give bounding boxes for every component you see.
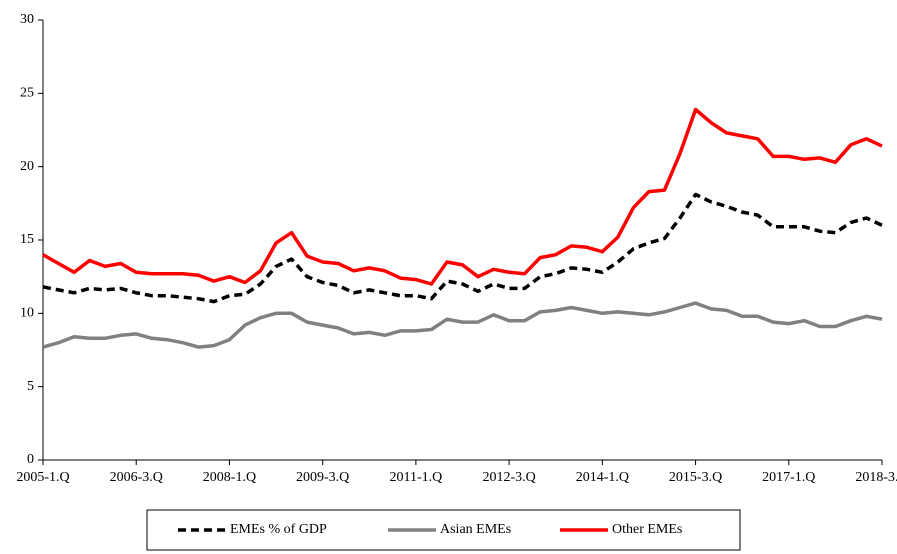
x-tick-label: 2017-1.Q (762, 470, 815, 485)
legend-box (146, 509, 741, 551)
x-tick-label: 2006-3.Q (110, 470, 163, 485)
x-tick-label: 2018-3.Q (855, 470, 897, 485)
y-tick-label: 15 (20, 232, 34, 247)
y-tick-label: 20 (20, 159, 34, 174)
legend-label: EMEs % of GDP (230, 522, 327, 537)
y-tick-label: 5 (27, 379, 34, 394)
x-tick-label: 2014-1.Q (576, 470, 629, 485)
x-tick-label: 2008-1.Q (203, 470, 256, 485)
series-line (42, 301, 883, 349)
series-line (42, 107, 883, 286)
series-line (42, 192, 883, 304)
legend-label: Other EMEs (612, 522, 682, 537)
y-tick-label: 25 (20, 86, 34, 101)
x-tick-label: 2005-1.Q (16, 470, 69, 485)
x-tick-label: 2009-3.Q (296, 470, 349, 485)
x-tick-label: 2012-3.Q (482, 470, 535, 485)
y-tick-label: 30 (20, 12, 34, 27)
x-tick-label: 2011-1.Q (390, 470, 443, 485)
x-tick-label: 2015-3.Q (669, 470, 722, 485)
y-tick-label: 10 (20, 306, 34, 321)
legend-label: Asian EMEs (440, 522, 511, 537)
y-tick-label: 0 (27, 452, 34, 467)
